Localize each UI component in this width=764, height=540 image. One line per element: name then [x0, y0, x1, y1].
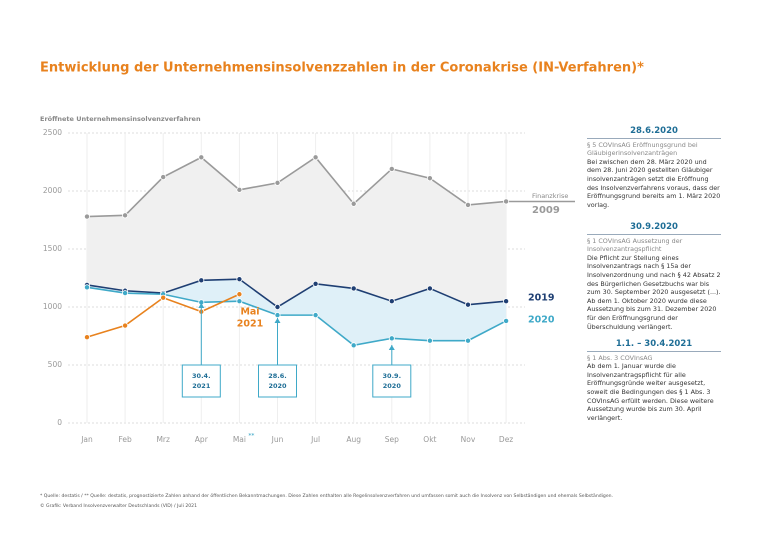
point	[122, 290, 129, 297]
point	[84, 284, 91, 291]
point	[388, 335, 395, 342]
point	[503, 298, 510, 305]
callout-arrow	[388, 345, 395, 350]
callout-box	[181, 364, 221, 398]
x-tick-label: Feb	[118, 435, 132, 444]
point	[312, 154, 319, 161]
x-tick-label: Mai	[233, 435, 246, 444]
point	[236, 291, 243, 298]
point	[312, 312, 319, 319]
point	[464, 337, 471, 344]
point	[274, 179, 281, 186]
annotation: Finanzkrise	[532, 192, 568, 200]
point	[160, 174, 167, 181]
point	[84, 213, 91, 220]
y-tick-label: 2000	[43, 186, 62, 195]
series-line	[86, 156, 507, 218]
series-label: 2021	[237, 319, 263, 330]
point	[426, 337, 433, 344]
point	[84, 334, 91, 341]
point	[122, 322, 129, 329]
panel-body: Bei zwischen dem 28. März 2020 und dem 2…	[587, 157, 721, 209]
point	[503, 317, 510, 324]
callout-text: 30.4.	[192, 372, 211, 380]
panel-section: 28.6.2020 § 5 COVInsAG Eröffnungsgrund b…	[587, 127, 721, 209]
point	[122, 212, 129, 219]
panel-subheading: § 5 COVInsAG Eröffnungsgrund bei Gläubig…	[587, 140, 698, 158]
point	[464, 201, 471, 208]
series-label: 2019	[528, 293, 554, 304]
point	[426, 285, 433, 292]
point	[236, 276, 243, 283]
x-tick-label: Aug	[346, 435, 361, 444]
callout-box	[372, 364, 412, 398]
band-fill	[87, 279, 507, 346]
x-tick-label: Jan	[80, 435, 93, 444]
panel-subheading: § 1 COVInsAG Aussetzung der Insolvenzant…	[587, 236, 683, 254]
callout-text: 2020	[268, 382, 287, 390]
x-tick-label: Jul	[310, 435, 320, 444]
point	[350, 285, 357, 292]
x-tick-label: Apr	[195, 435, 209, 444]
point	[198, 154, 205, 161]
annotation: Mai	[240, 307, 259, 318]
point	[426, 175, 433, 182]
x-tick-note: **	[248, 433, 254, 440]
panel-body: Die Pflicht zur Stellung eines Insolvenz…	[587, 253, 721, 331]
callout-arrow	[198, 303, 205, 308]
panel-heading: 1.1. – 30.4.2021	[587, 340, 721, 352]
callout-text: 2021	[192, 382, 211, 390]
series-label: 2009	[532, 205, 560, 216]
band-fill	[87, 157, 507, 307]
point	[464, 301, 471, 308]
series-line	[86, 286, 507, 347]
y-tick-label: 0	[57, 418, 62, 427]
x-tick-label: Okt	[423, 435, 436, 444]
callout-text: 2020	[383, 382, 402, 390]
point	[160, 294, 167, 301]
series-line	[86, 278, 507, 308]
point	[503, 198, 510, 205]
panel-section: 30.9.2020 § 1 COVInsAG Aussetzung der In…	[587, 223, 721, 331]
x-tick-label: Mrz	[156, 435, 170, 444]
credit: © Grafik: Verband Insolvenzverwalter Deu…	[40, 504, 198, 509]
y-tick-label: 1000	[43, 302, 62, 311]
callout-box	[258, 364, 297, 398]
callout-text: 28.6.	[268, 372, 287, 380]
point	[350, 342, 357, 349]
panel-section: 1.1. – 30.4.2021 § 1 Abs. 3 COVInsAG Ab …	[587, 340, 721, 422]
series-label: 2020	[528, 315, 555, 326]
point	[388, 165, 395, 172]
y-axis-label: Eröffnete Unternehmensinsolvenzverfahren	[40, 115, 201, 123]
point	[198, 277, 205, 284]
panel-heading: 28.6.2020	[587, 127, 721, 139]
x-tick-label: Jun	[271, 435, 284, 444]
y-tick-label: 2500	[43, 128, 62, 137]
panel-heading: 30.9.2020	[587, 223, 721, 235]
point	[236, 298, 243, 305]
callout-arrow	[274, 318, 281, 323]
x-tick-label: Dez	[499, 435, 513, 444]
point	[274, 312, 281, 319]
x-tick-label: Nov	[461, 435, 476, 444]
y-tick-label: 500	[48, 360, 63, 369]
point	[388, 298, 395, 305]
panel-body: Ab dem 1. Januar wurde die Insolvenzantr…	[587, 362, 714, 422]
point	[350, 200, 357, 207]
point	[274, 303, 281, 310]
y-tick-label: 1500	[43, 244, 62, 253]
chart-title: Entwicklung der Unternehmensinsolvenzzah…	[40, 61, 644, 76]
footnote: * Quelle: destatis / ** Quelle: destatis…	[40, 494, 614, 499]
panel-subheading: § 1 Abs. 3 COVInsAG	[587, 353, 653, 362]
callout-text: 30.9.	[383, 372, 402, 380]
point	[236, 186, 243, 193]
x-tick-label: Sep	[385, 435, 399, 444]
point	[312, 280, 319, 287]
